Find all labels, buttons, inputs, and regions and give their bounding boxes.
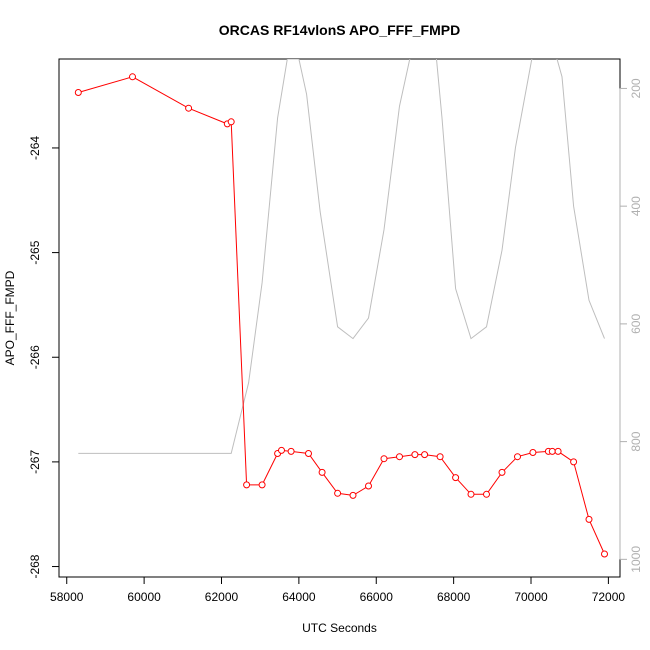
data-point xyxy=(467,490,475,498)
y-tick-label: -267 xyxy=(28,450,42,474)
y-axis-left: -268 -267 -266 -265 -264 xyxy=(28,136,60,579)
data-point xyxy=(287,447,295,455)
primary-series-line xyxy=(78,76,605,555)
data-point xyxy=(436,453,444,461)
chart-title: ORCAS RF14vlonS APO_FFF_FMPD xyxy=(219,22,460,38)
y-tick-label: -266 xyxy=(28,345,42,369)
x-tick-label: 62000 xyxy=(205,590,239,604)
data-point xyxy=(421,451,429,459)
data-point xyxy=(498,468,506,476)
data-point xyxy=(318,468,326,476)
data-point xyxy=(570,458,578,466)
y2-tick-label: 800 xyxy=(629,431,643,451)
primary-series-layer xyxy=(74,73,608,558)
data-point xyxy=(349,491,357,499)
y-tick-label: -268 xyxy=(28,554,42,578)
x-tick-label: 68000 xyxy=(437,590,471,604)
data-point xyxy=(305,450,312,457)
x-tick-label: 66000 xyxy=(360,590,394,604)
x-tick-label: 58000 xyxy=(50,590,84,604)
plot-area-border xyxy=(58,58,621,578)
y2-tick-label: 600 xyxy=(629,314,643,334)
data-point xyxy=(411,451,419,459)
data-point xyxy=(334,489,342,497)
y-axis-right: 200 400 600 800 1000 xyxy=(619,78,643,573)
y-tick-label: -264 xyxy=(28,136,42,160)
data-point xyxy=(278,446,285,454)
x-axis: 58000 60000 62000 64000 66000 68000 70000 72000 xyxy=(50,576,626,604)
data-point xyxy=(185,104,193,112)
x-tick-label: 64000 xyxy=(282,590,316,604)
data-point xyxy=(365,482,372,490)
data-point xyxy=(483,490,490,498)
data-point xyxy=(548,447,556,455)
x-axis-label: UTC Seconds xyxy=(302,621,377,635)
y2-tick-label: 200 xyxy=(629,78,643,98)
data-point xyxy=(74,89,82,96)
data-point xyxy=(452,474,460,482)
data-point xyxy=(601,550,608,558)
secondary-series-layer xyxy=(78,59,605,454)
data-point xyxy=(554,447,562,455)
y-axis-label: APO_FFF_FMPD xyxy=(3,270,17,365)
secondary-series-line xyxy=(78,59,605,454)
data-point xyxy=(529,449,537,456)
data-point xyxy=(585,515,593,523)
data-point xyxy=(258,481,266,489)
y-tick-label: -265 xyxy=(28,240,42,264)
data-point xyxy=(129,73,136,81)
x-tick-label: 70000 xyxy=(514,590,548,604)
data-point xyxy=(243,481,251,489)
y2-tick-label: 400 xyxy=(629,196,643,216)
data-point xyxy=(380,455,388,463)
x-tick-label: 60000 xyxy=(127,590,161,604)
data-point xyxy=(396,453,403,461)
y2-tick-label: 1000 xyxy=(629,546,643,573)
data-point xyxy=(227,118,235,126)
x-tick-label: 72000 xyxy=(592,590,626,604)
data-point xyxy=(514,453,521,461)
